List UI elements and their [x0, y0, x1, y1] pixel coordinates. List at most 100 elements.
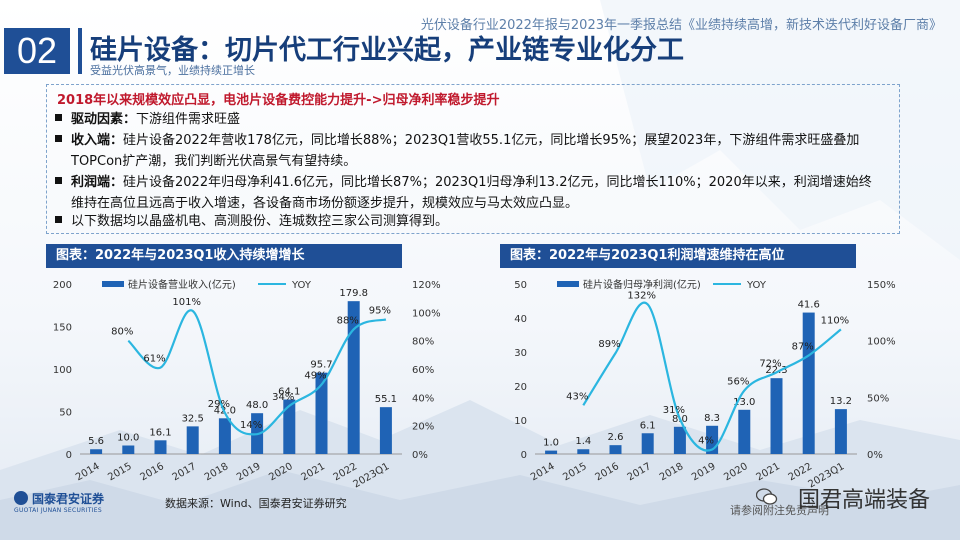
bar — [154, 440, 167, 454]
summary-box: 2018年以来规模效应凸显，电池片设备费控能力提升->归母净利率稳步提升 驱动因… — [46, 84, 900, 234]
logo-text-en: GUOTAI JUNAN SECURITIES — [14, 507, 102, 514]
yoy-value-label: 87% — [792, 341, 814, 352]
x-tick-label: 2015 — [561, 461, 589, 483]
watermark: 国君高端装备 — [797, 488, 930, 513]
report-title: 光伏设备行业2022年报与2023年一季报总结《业绩持续高增，新技术迭代利好设备… — [420, 18, 942, 33]
summary-headline: 2018年以来规模效应凸显，电池片设备费控能力提升->归母净利率稳步提升 — [57, 93, 500, 108]
bullet-text: 以下数据均以晶盛机电、高测股份、连城数控三家公司测算得到。 — [71, 214, 449, 229]
chart-title-profit: 图表：2022年与2023Q1利润增速维持在高位 — [500, 244, 856, 268]
bar-value-label: 22.3 — [765, 365, 787, 376]
page-title: 硅片设备：切片代工行业兴起，产业链专业化分工 — [90, 35, 684, 66]
yoy-value-label: 14% — [240, 420, 262, 431]
chart-title-revenue: 图表：2022年与2023Q1收入持续增增长 — [46, 244, 402, 268]
yoy-value-label: 110% — [821, 315, 850, 326]
y2-tick-label: 80% — [412, 337, 434, 348]
bullet-label: 驱动因素： — [71, 112, 137, 127]
x-tick-label: 2016 — [593, 461, 621, 483]
x-tick-label: 2018 — [203, 461, 231, 483]
bar-value-label: 95.7 — [310, 360, 332, 371]
yoy-value-label: 43% — [566, 391, 588, 402]
x-tick-label: 2021 — [754, 461, 782, 483]
logo-icon — [14, 491, 28, 505]
yoy-value-label: 88% — [337, 315, 359, 326]
bar-value-label: 179.8 — [339, 288, 368, 299]
y-tick-label: 40 — [514, 314, 527, 325]
y2-tick-label: 0% — [412, 450, 428, 461]
bullet-text-cont: 维持在高位且远高于收入增速，各设备商市场份额逐步提升，规模效应与马太效应凸显。 — [71, 196, 579, 211]
x-tick-label: 2016 — [138, 461, 166, 483]
y2-tick-label: 40% — [412, 393, 434, 404]
legend-bar-label: 硅片设备归母净利润(亿元) — [583, 278, 701, 291]
bar-value-label: 13.2 — [830, 396, 852, 407]
bar — [545, 450, 558, 454]
x-tick-label: 2023Q1 — [352, 461, 392, 490]
legend-line-label: YOY — [291, 280, 312, 291]
bar-value-label: 48.0 — [246, 400, 268, 411]
bullet-text: 下游组件需求旺盛 — [136, 112, 241, 127]
bullet-text-cont: TOPCon扩产潮，我们判断光伏高景气有望持续。 — [71, 154, 357, 169]
bullet-square-icon — [55, 135, 62, 142]
x-tick-label: 2015 — [106, 461, 134, 483]
legend-bar-swatch — [557, 281, 579, 287]
disclaimer: 请参阅附注免责声明 — [730, 504, 829, 517]
x-tick-label: 2014 — [529, 461, 557, 483]
bullet-note: 以下数据均以晶盛机电、高测股份、连城数控三家公司测算得到。 — [55, 211, 890, 232]
y2-tick-label: 120% — [412, 280, 441, 291]
legend-bar-label: 硅片设备营业收入(亿元) — [128, 278, 236, 291]
y2-tick-label: 150% — [867, 280, 896, 291]
bar-value-label: 1.4 — [575, 436, 591, 447]
data-source: 数据来源：Wind、国泰君安证券研究 — [165, 497, 347, 510]
yoy-value-label: 49% — [304, 371, 326, 382]
y2-tick-label: 0% — [867, 450, 883, 461]
bullet-label: 利润端： — [71, 175, 124, 190]
yoy-value-label: 34% — [272, 392, 294, 403]
yoy-value-label: 101% — [172, 297, 201, 308]
bar-value-label: 55.1 — [375, 394, 397, 405]
yoy-value-label: 4% — [698, 435, 714, 446]
yoy-value-label: 95% — [369, 305, 391, 316]
y-tick-label: 30 — [514, 348, 527, 359]
bar-value-label: 1.0 — [543, 438, 559, 449]
bar — [673, 426, 686, 454]
bar — [577, 449, 590, 454]
bullet-square-icon — [55, 177, 62, 184]
y-tick-label: 10 — [514, 416, 527, 427]
y-tick-label: 200 — [53, 280, 72, 291]
yoy-value-label: 80% — [111, 327, 133, 338]
bullet-driver: 驱动因素：下游组件需求旺盛 — [55, 109, 890, 130]
bullet-label: 收入端： — [71, 133, 124, 148]
bar — [609, 445, 622, 454]
yoy-value-label: 31% — [663, 405, 685, 416]
company-logo: 国泰君安证券 GUOTAI JUNAN SECURITIES — [14, 490, 104, 514]
bullet-revenue: 收入端：硅片设备2022年营收178亿元，同比增长88%；2023Q1营收55.… — [55, 130, 890, 172]
bar-value-label: 16.1 — [149, 427, 171, 438]
bar — [186, 426, 199, 454]
bar-value-label: 2.6 — [608, 432, 624, 443]
y2-tick-label: 100% — [412, 308, 441, 319]
y-tick-label: 0 — [66, 450, 72, 461]
yoy-value-label: 132% — [627, 290, 656, 301]
bar — [641, 433, 654, 454]
x-tick-label: 2019 — [690, 461, 718, 483]
bullet-text: 硅片设备2022年归母净利41.6亿元，同比增长87%；2023Q1归母净利13… — [123, 175, 872, 190]
bar — [283, 399, 296, 454]
bar-value-label: 10.0 — [117, 433, 139, 444]
yoy-value-label: 89% — [598, 339, 620, 350]
x-tick-label: 2020 — [722, 461, 750, 483]
y-tick-label: 20 — [514, 382, 527, 393]
bar — [347, 301, 360, 454]
bar — [802, 312, 815, 454]
y-tick-label: 100 — [53, 365, 72, 376]
bullet-square-icon — [55, 114, 62, 121]
bar-value-label: 41.6 — [798, 300, 820, 311]
bar — [122, 445, 135, 454]
y-tick-label: 50 — [514, 280, 527, 291]
bar — [90, 449, 103, 454]
bullet-profit: 利润端：硅片设备2022年归母净利41.6亿元，同比增长87%；2023Q1归母… — [55, 172, 890, 214]
y2-tick-label: 60% — [412, 365, 434, 376]
bar-value-label: 13.0 — [733, 397, 755, 408]
logo-text: 国泰君安证券 — [32, 492, 105, 506]
y-tick-label: 50 — [59, 408, 72, 419]
x-tick-label: 2017 — [626, 461, 654, 483]
bar — [738, 409, 751, 454]
